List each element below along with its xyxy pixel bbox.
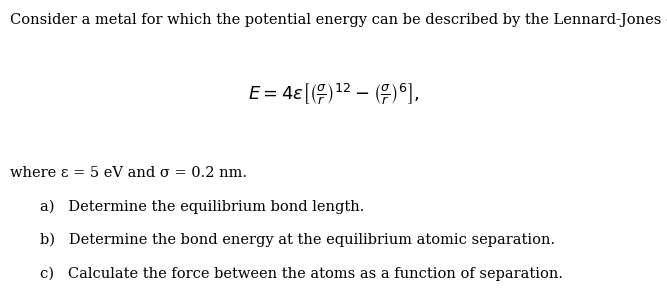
Text: $E = 4\varepsilon\left[\left(\frac{\sigma}{r}\right)^{12} - \left(\frac{\sigma}{: $E = 4\varepsilon\left[\left(\frac{\sigm… — [247, 81, 420, 107]
Text: Consider a metal for which the potential energy can be described by the Lennard-: Consider a metal for which the potential… — [10, 13, 667, 27]
Text: c)   Calculate the force between the atoms as a function of separation.: c) Calculate the force between the atoms… — [40, 266, 563, 281]
Text: b)   Determine the bond energy at the equilibrium atomic separation.: b) Determine the bond energy at the equi… — [40, 233, 555, 247]
Text: where ε = 5 eV and σ = 0.2 nm.: where ε = 5 eV and σ = 0.2 nm. — [10, 166, 247, 180]
Text: a)   Determine the equilibrium bond length.: a) Determine the equilibrium bond length… — [40, 199, 364, 214]
